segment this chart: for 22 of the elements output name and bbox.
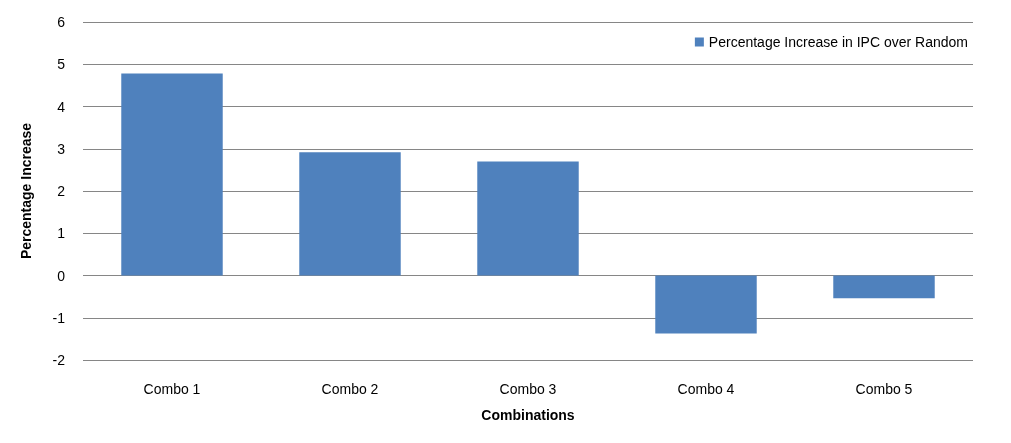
y-tick-label: 6 xyxy=(57,14,66,30)
x-tick-label: Combo 1 xyxy=(143,381,201,397)
x-tick-label: Combo 5 xyxy=(855,381,913,397)
y-axis-title: Percentage Increase xyxy=(18,122,34,260)
bar xyxy=(477,161,579,276)
y-tick-label: -1 xyxy=(52,309,66,326)
y-tick-label: 3 xyxy=(57,140,66,157)
y-tick-label: -2 xyxy=(52,352,66,368)
y-tick-label: 0 xyxy=(57,267,66,284)
legend-label: Percentage Increase in IPC over Random xyxy=(708,34,968,50)
bar xyxy=(299,152,401,276)
x-axis-title: Combinations xyxy=(481,407,575,423)
bar xyxy=(655,275,757,334)
y-tick-label: 4 xyxy=(57,98,66,115)
x-tick-label: Combo 4 xyxy=(677,381,735,397)
y-tick-label: 2 xyxy=(57,183,66,199)
bar xyxy=(121,73,223,276)
x-tick-label: Combo 2 xyxy=(321,381,379,397)
x-tick-label: Combo 3 xyxy=(499,381,557,397)
y-tick-label: 1 xyxy=(57,225,66,242)
y-tick-label: 5 xyxy=(57,56,66,73)
bar xyxy=(833,275,935,299)
